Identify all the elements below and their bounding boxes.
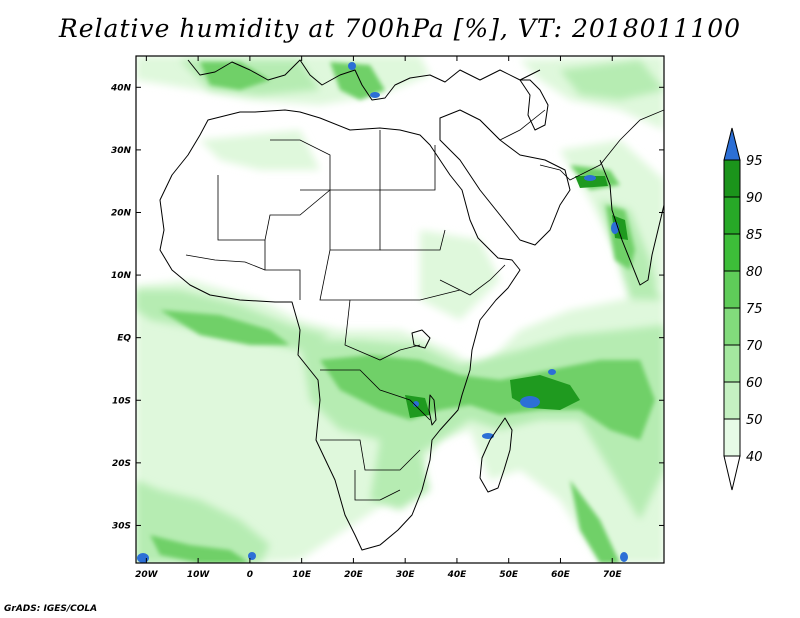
- map-plot-area: [135, 55, 665, 564]
- lat-tick-label: EQ: [117, 334, 131, 344]
- lat-tick-label: 30S: [112, 521, 131, 531]
- colorbar-label: 50: [746, 413, 763, 428]
- lon-tick-label: 50E: [499, 570, 519, 580]
- colorbar-label: 75: [746, 302, 763, 317]
- lat-tick-label: 20N: [111, 208, 132, 218]
- arabia-coastline: [439, 109, 571, 246]
- africa-coastline: [159, 109, 521, 551]
- india-coastline: [599, 159, 664, 286]
- colorbar-segment: [723, 344, 741, 383]
- lat-tick-label: 40N: [110, 83, 132, 93]
- colorbar-segment: [723, 233, 741, 272]
- colorbar-segment: [723, 159, 741, 198]
- lon-tick-label: 10W: [187, 570, 211, 580]
- colorbar-segment: [723, 196, 741, 235]
- colorbar-segment: [723, 270, 741, 309]
- lon-tick-label: 10E: [292, 570, 312, 580]
- colorbar-label: 70: [746, 339, 763, 354]
- colorbar-low-arrow: [723, 455, 741, 491]
- colorbar-segment: [723, 307, 741, 346]
- colorbar-segment: [723, 418, 741, 457]
- lat-tick-label: 10S: [112, 396, 131, 406]
- lake-malawi: [428, 394, 437, 426]
- lake-victoria: [411, 329, 431, 349]
- lon-tick-label: 70E: [603, 570, 623, 580]
- madagascar-coastline: [479, 417, 513, 493]
- map-title: Relative humidity at 700hPa [%], VT: 201…: [58, 14, 742, 43]
- humidity-field: [136, 56, 664, 563]
- lon-tick-label: 60E: [551, 570, 571, 580]
- coastline-layer: [159, 59, 664, 551]
- lon-tick-label: 40E: [447, 570, 468, 580]
- colorbar-label: 40: [746, 450, 763, 465]
- latitude-axis: 40N 30N 20N 10N EQ 10S 20S 30S: [110, 83, 664, 531]
- colorbar-high-arrow: [723, 127, 741, 161]
- colorbar-segment: [723, 381, 741, 420]
- colorbar-label: 80: [746, 265, 763, 280]
- colorbar-label: 85: [746, 228, 763, 243]
- colorbar-label: 60: [746, 376, 763, 391]
- footer-credit: GrADS: IGES/COLA: [4, 604, 98, 614]
- lon-tick-label: 30E: [396, 570, 416, 580]
- lat-tick-label: 10N: [111, 271, 132, 281]
- lon-tick-label: 0: [247, 570, 253, 580]
- lon-tick-label: 20W: [135, 570, 159, 580]
- colorbar-label: 90: [746, 191, 763, 206]
- border-layer: [185, 109, 664, 501]
- lat-tick-label: 30N: [111, 146, 132, 156]
- plot-frame: [135, 55, 665, 564]
- colorbar-label: 95: [746, 154, 763, 169]
- europe-coastline: [187, 59, 541, 101]
- colorbar: 40 50 60 70 75 80 85 90 95: [723, 127, 763, 491]
- lon-tick-label: 20E: [344, 570, 364, 580]
- lat-tick-label: 20S: [112, 459, 131, 469]
- caspian-sea: [519, 79, 549, 131]
- longitude-axis: 20W 10W 0 10E 20E 30E 40E 50E 60E 70E: [135, 56, 622, 580]
